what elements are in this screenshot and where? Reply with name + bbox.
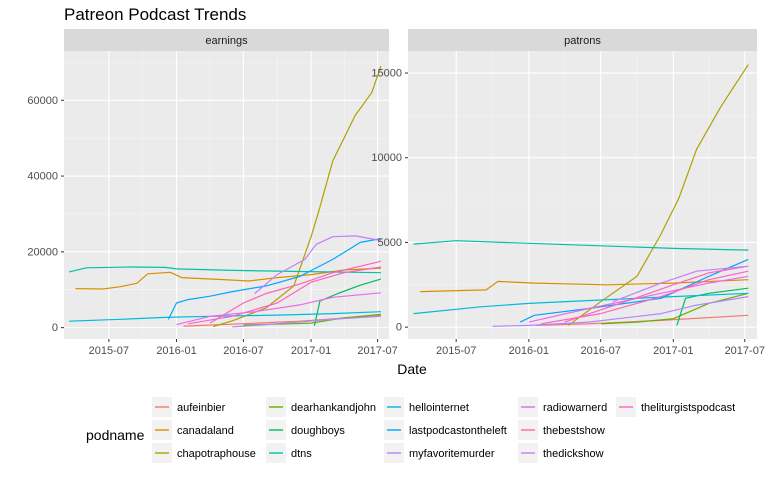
- series-line-thebestshow: [564, 265, 749, 323]
- y-tick-label: 40000: [27, 171, 58, 183]
- x-tick-label: 2015-07: [89, 345, 129, 357]
- series-line-doughboys: [313, 278, 382, 326]
- legend-label: dtns: [291, 448, 312, 460]
- series-line-thedickshow: [612, 265, 749, 303]
- x-tick-label: 2017-07: [725, 345, 765, 357]
- chart-title: Patreon Podcast Trends: [64, 5, 246, 24]
- legend-label: canadaland: [177, 425, 234, 437]
- series-line-myfavoritemurder: [232, 315, 381, 328]
- series-line-thebestshow: [209, 260, 382, 324]
- legend-label: chapotraphouse: [177, 448, 256, 460]
- legend-label: theliturgistspodcast: [641, 402, 735, 414]
- series-line-dtns: [68, 266, 381, 274]
- series-line-theliturgistspodcast: [187, 266, 381, 325]
- earnings-panel: earnings 0 20000 40000 60000 2015-07 2016-01 20…: [27, 29, 398, 357]
- series-line-dtns: [413, 240, 749, 251]
- series-line-dearhankandjohn: [600, 292, 749, 325]
- strip-background: [408, 29, 757, 51]
- y-tick-label: 10000: [371, 152, 402, 164]
- y-tick-label: 0: [52, 322, 58, 334]
- y-tick-label: 20000: [27, 246, 58, 258]
- y-tick-label: 15000: [371, 68, 402, 80]
- legend-label: dearhankandjohn: [291, 402, 376, 414]
- series-line-theliturgistspodcast: [540, 270, 749, 325]
- x-tick-label: 2017-01: [653, 345, 693, 357]
- series-line-canadaland: [420, 279, 749, 293]
- series-line-hellointernet: [413, 292, 749, 315]
- strip-label: patrons: [564, 35, 601, 47]
- legend-label: doughboys: [291, 425, 345, 437]
- legend-label: hellointernet: [409, 402, 469, 414]
- strip-label: earnings: [205, 35, 248, 47]
- series-line-thedickshow: [254, 235, 382, 294]
- legend-title: podname: [86, 427, 145, 443]
- x-tick-label: 2017-01: [291, 345, 331, 357]
- y-tick-label: 60000: [27, 95, 58, 107]
- series-line-chapotraphouse: [567, 64, 749, 326]
- patrons-panel: patrons 0 5000 10000 15000 2015-07 2016-01 2016…: [371, 29, 765, 357]
- strip-background: [64, 29, 389, 51]
- legend-label: myfavoritemurder: [409, 448, 495, 460]
- series-line-chapotraphouse: [213, 66, 382, 328]
- legend-label: lastpodcastontheleft: [409, 425, 507, 437]
- x-axis-label: Date: [397, 361, 427, 377]
- plot-background: [64, 51, 389, 339]
- x-tick-label: 2016-01: [156, 345, 196, 357]
- y-tick-label: 5000: [378, 237, 402, 249]
- legend: aufeinbier canadaland chapotraphouse dearha…: [152, 397, 735, 463]
- x-tick-label: 2017-07: [357, 345, 397, 357]
- series-line-canadaland: [75, 267, 381, 290]
- x-tick-label: 2016-07: [223, 345, 263, 357]
- legend-label: radiowarnerd: [543, 402, 607, 414]
- series-line-radiowarnerd: [528, 275, 749, 323]
- legend-label: thebestshow: [543, 425, 605, 437]
- series-line-radiowarnerd: [176, 292, 381, 326]
- x-tick-label: 2016-07: [580, 345, 620, 357]
- series-line-lastpodcastontheleft: [167, 238, 382, 320]
- y-tick-label: 0: [396, 322, 402, 334]
- x-tick-label: 2016-01: [509, 345, 549, 357]
- legend-label: aufeinbier: [177, 402, 226, 414]
- series-line-lastpodcastontheleft: [519, 258, 749, 323]
- x-tick-label: 2015-07: [436, 345, 476, 357]
- series-line-myfavoritemurder: [492, 296, 749, 327]
- legend-label: thedickshow: [543, 448, 604, 460]
